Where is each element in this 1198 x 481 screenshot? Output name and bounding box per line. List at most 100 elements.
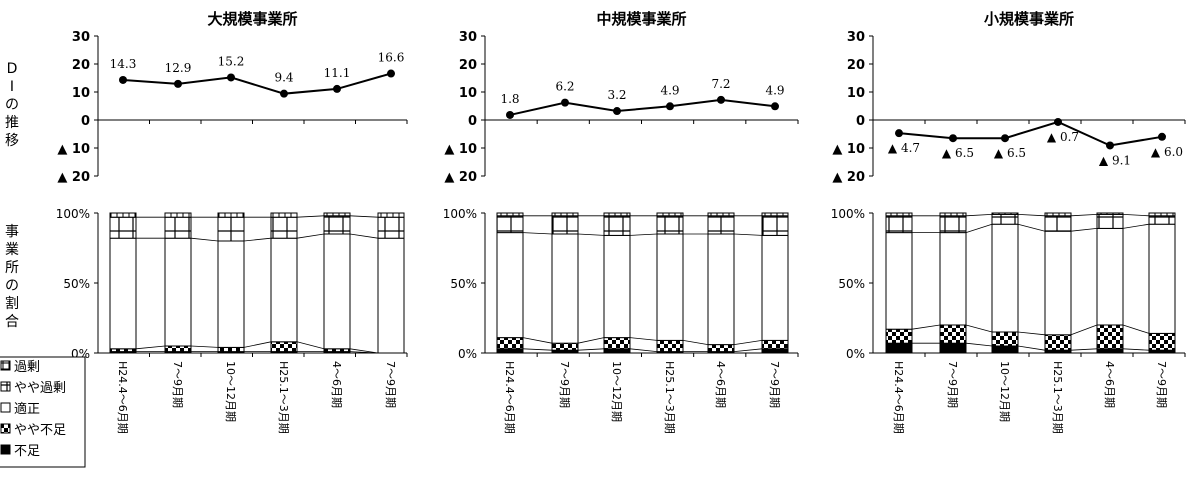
di-data-label: 15.2 xyxy=(218,54,245,68)
bar-segment xyxy=(164,345,192,353)
series-connector xyxy=(1070,324,1098,336)
series-connector xyxy=(522,232,553,235)
bar-segment xyxy=(939,212,967,217)
bar-segment xyxy=(1148,332,1176,351)
legend-swatch xyxy=(0,381,11,392)
legend-label: 過剰 xyxy=(14,360,40,375)
bar-segment xyxy=(1148,212,1176,217)
category-label: 4～6月期 xyxy=(330,361,343,408)
bar-segment xyxy=(109,216,137,239)
legend-swatch xyxy=(0,360,11,371)
bar-segment xyxy=(991,331,1019,347)
di-y-tick-label: 20 xyxy=(72,58,90,73)
bar-segment xyxy=(991,212,1019,215)
di-y-tick-label: 10 xyxy=(459,86,477,101)
category-label: 7～9月期 xyxy=(171,361,184,408)
di-y-tick-label: ▲ 10 xyxy=(832,142,865,157)
bar-segment xyxy=(707,215,735,235)
bar-segment xyxy=(270,341,298,353)
di-side-label-char: I xyxy=(10,79,14,95)
series-connector xyxy=(911,324,941,330)
category-label: 10～12月期 xyxy=(610,361,623,422)
category-label: 10～12月期 xyxy=(998,361,1011,422)
di-series-line xyxy=(898,120,1163,147)
di-data-label: 7.2 xyxy=(711,77,730,91)
di-point xyxy=(506,110,514,119)
bar-segment xyxy=(603,348,631,354)
bar-segment xyxy=(991,223,1019,333)
di-point xyxy=(174,79,182,88)
legend-label: やや過剰 xyxy=(14,381,66,396)
series-connector xyxy=(522,348,553,351)
bar-segment xyxy=(991,213,1019,225)
series-connector xyxy=(243,341,272,348)
bar-segment xyxy=(991,345,1019,354)
di-data-label: ▲ 9.1 xyxy=(1099,153,1131,167)
bar-segment xyxy=(656,212,684,217)
bar-segment xyxy=(761,348,789,354)
category-label: H24.4～6月期 xyxy=(503,361,516,434)
di-y-tick-label: 30 xyxy=(459,30,477,45)
series-connector xyxy=(1070,228,1098,232)
bar-segment xyxy=(939,342,967,354)
series-connector xyxy=(965,324,993,333)
series-connector xyxy=(349,351,379,354)
bar-segment xyxy=(109,212,137,218)
category-label: 10～12月期 xyxy=(224,361,237,422)
di-data-label: 12.9 xyxy=(165,61,192,75)
legend-label: 適正 xyxy=(14,401,40,417)
di-data-label: 4.9 xyxy=(765,83,784,97)
bar-segment xyxy=(496,215,524,234)
bar-segment xyxy=(603,337,631,350)
bar-segment xyxy=(707,344,735,353)
bar-segment xyxy=(939,232,967,326)
bar-segment xyxy=(217,346,245,353)
bar-segment xyxy=(656,339,684,353)
di-y-tick-label: 10 xyxy=(72,86,90,101)
di-data-label: ▲ 6.5 xyxy=(942,146,974,160)
series-connector xyxy=(629,348,658,352)
category-label: 7～9月期 xyxy=(768,361,781,408)
share-y-tick-label: 50% xyxy=(838,277,865,291)
bar-segment xyxy=(603,212,631,217)
series-connector xyxy=(522,337,553,344)
bar-segment xyxy=(551,212,579,217)
series-connector xyxy=(733,348,763,352)
bar-segment xyxy=(1044,334,1072,351)
di-y-tick-label: ▲ 10 xyxy=(444,142,477,157)
series-connector xyxy=(1017,331,1046,336)
di-side-label-char: 推 xyxy=(5,115,19,131)
di-y-tick-label: ▲ 20 xyxy=(444,170,477,185)
series-connector xyxy=(296,233,325,239)
bar-segment xyxy=(270,237,298,343)
di-point xyxy=(666,102,674,111)
di-point xyxy=(949,134,957,143)
series-connector xyxy=(733,340,763,345)
bar-segment xyxy=(1044,230,1072,336)
di-point xyxy=(561,98,569,107)
panel-3: 小規模事業所 30 20 10 0 ▲ 10 ▲ 20 ▲ 4.7 ▲ 6.5 ▲ 6.5 ▲ 0.… xyxy=(831,10,1186,434)
share-side-label-char: 割 xyxy=(5,295,19,312)
bar-segment xyxy=(1096,212,1124,215)
bar-segment xyxy=(496,232,524,339)
bar-segment xyxy=(1096,324,1124,350)
bar-segment xyxy=(377,216,405,239)
series-connector xyxy=(1017,223,1046,232)
panel-1: 大規模事業所 30 20 10 0 ▲ 10 ▲ 20 14.3 12.9 15.2 9.4 11.1… xyxy=(56,10,408,434)
di-point xyxy=(1106,141,1114,150)
share-y-tick-label: 50% xyxy=(63,277,90,291)
share-side-label-char: の xyxy=(5,278,19,294)
di-point xyxy=(119,75,127,84)
series-connector xyxy=(296,215,325,218)
series-connector xyxy=(190,345,219,348)
bar-segment xyxy=(164,237,192,347)
bar-segment xyxy=(603,234,631,339)
bar-segment xyxy=(761,212,789,217)
di-point xyxy=(1001,134,1009,143)
share-y-tick-label: 0% xyxy=(846,347,865,361)
bar-segment xyxy=(496,212,524,217)
bar-segment xyxy=(1096,227,1124,326)
legend-swatch xyxy=(0,444,11,455)
